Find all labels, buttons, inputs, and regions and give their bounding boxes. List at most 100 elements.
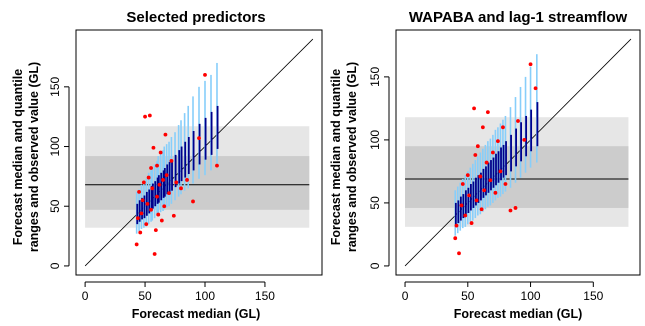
observed-point <box>474 198 479 203</box>
observed-point <box>167 191 171 195</box>
panel-left-ylabel-line2: ranges and observed value (GL) <box>27 62 41 252</box>
y-tick-label: 0 <box>368 262 382 269</box>
observed-point <box>143 114 147 119</box>
observed-point <box>215 163 219 168</box>
observed-point <box>150 186 155 191</box>
y-tick-label: 100 <box>48 136 62 156</box>
observed-point <box>478 174 483 179</box>
observed-point <box>151 145 156 150</box>
observed-point <box>134 242 139 247</box>
observed-point <box>484 160 489 165</box>
observed-point <box>141 180 146 185</box>
observed-point <box>473 153 478 157</box>
observed-point <box>164 173 169 178</box>
observed-point <box>463 213 468 218</box>
panel-right-plot: 0 50 100 150 0 50 100 150 <box>368 29 641 303</box>
observed-point <box>479 207 484 212</box>
observed-point <box>137 190 141 194</box>
observed-point <box>459 203 464 208</box>
observed-point <box>465 173 470 178</box>
x-tick-label: 0 <box>402 289 409 303</box>
observed-point <box>460 182 465 186</box>
observed-point <box>513 206 518 210</box>
plot-area <box>404 38 632 267</box>
x-tick-label: 50 <box>138 289 152 303</box>
observed-point <box>457 251 461 256</box>
observed-point <box>157 182 162 187</box>
x-tick-label: 0 <box>82 289 89 303</box>
observed-point <box>503 182 508 186</box>
y-tick-label: 100 <box>368 130 382 150</box>
observed-point <box>152 252 157 256</box>
one-to-one-line <box>404 38 632 267</box>
observed-point <box>501 125 505 130</box>
observed-point <box>454 223 459 228</box>
observed-point <box>174 180 179 185</box>
panel-right-title: WAPABA and lag-1 streamflow <box>409 9 628 26</box>
observed-point <box>467 193 471 198</box>
observed-point <box>161 178 165 182</box>
observed-point <box>155 163 159 168</box>
observed-point <box>145 201 150 206</box>
observed-point <box>156 212 161 217</box>
observed-point <box>508 208 513 213</box>
observed-point <box>185 178 189 182</box>
x-tick-label: 100 <box>521 289 541 303</box>
y-tick-label: 0 <box>48 262 62 269</box>
observed-point <box>140 198 145 203</box>
plot-area <box>84 38 314 267</box>
observed-point <box>149 166 153 170</box>
observed-point <box>498 169 503 174</box>
observed-point <box>203 72 207 77</box>
observed-point <box>488 178 493 183</box>
observed-point <box>135 216 140 221</box>
observed-point <box>139 211 144 216</box>
observed-point <box>522 137 527 142</box>
panel-left: Selected predictors 0 50 100 150 0 50 100 150 F… <box>11 9 323 321</box>
observed-point <box>197 136 201 141</box>
panel-right-xlabel: Forecast median (GL) <box>454 307 583 321</box>
observed-point <box>490 150 495 155</box>
panel-right-ylabel-line1: Forecast median and quantile <box>329 69 343 245</box>
observed-point <box>146 175 151 180</box>
observed-point <box>163 132 168 137</box>
x-tick-label: 100 <box>195 289 215 303</box>
observed-point <box>482 188 487 193</box>
observed-point <box>147 113 152 118</box>
observed-point <box>493 190 498 195</box>
observed-point <box>169 158 174 163</box>
observed-point <box>528 62 533 67</box>
observed-point <box>155 194 159 199</box>
x-tick-label: 50 <box>461 289 475 303</box>
x-tick-label: 150 <box>583 289 603 303</box>
observed-point <box>453 236 458 241</box>
climatology-inner-band <box>85 156 310 210</box>
y-tick-label: 50 <box>48 199 62 213</box>
panel-right-ylabel-line2: ranges and observed value (GL) <box>345 62 359 252</box>
panel-right: WAPABA and lag-1 streamflow 0 50 100 150 0 50… <box>329 9 641 321</box>
plot-frame <box>75 29 323 276</box>
observed-point <box>533 86 538 91</box>
observed-point <box>496 139 500 144</box>
y-tick-label: 50 <box>368 196 382 210</box>
observed-point <box>158 150 163 155</box>
observed-point <box>191 199 195 204</box>
observed-point <box>469 221 474 225</box>
observed-point <box>516 119 520 123</box>
observed-point <box>480 125 485 130</box>
plot-frame <box>395 29 641 276</box>
panel-left-xlabel: Forecast median (GL) <box>132 307 261 321</box>
observed-point <box>159 218 164 223</box>
observed-point <box>162 204 167 209</box>
observed-point <box>149 207 153 212</box>
observed-point <box>472 106 476 111</box>
observed-point <box>144 222 149 227</box>
panel-left-plot: 0 50 100 150 0 50 100 150 <box>48 29 323 303</box>
observed-point <box>153 228 158 233</box>
panel-left-title: Selected predictors <box>126 9 265 26</box>
observed-point <box>138 230 143 235</box>
y-tick-label: 150 <box>368 67 382 87</box>
x-tick-label: 150 <box>255 289 275 303</box>
observed-point <box>475 144 480 149</box>
